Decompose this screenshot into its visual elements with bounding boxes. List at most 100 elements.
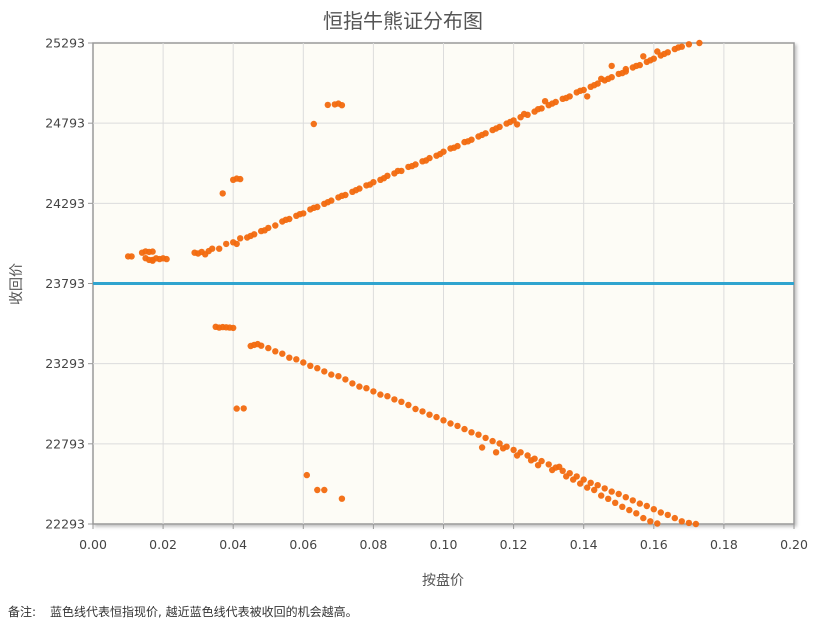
bear-data-point[interactable] <box>594 482 601 489</box>
bull-data-point[interactable] <box>584 93 591 100</box>
bull-data-point[interactable] <box>696 39 703 47</box>
bull-data-point[interactable] <box>675 44 682 51</box>
bear-data-point[interactable] <box>349 380 356 387</box>
bear-data-point[interactable] <box>391 396 398 403</box>
bear-data-point[interactable] <box>650 506 657 513</box>
bull-data-point[interactable] <box>233 240 240 248</box>
bear-data-point[interactable] <box>468 429 475 436</box>
bull-data-point[interactable] <box>366 181 374 188</box>
bear-data-point[interactable] <box>300 359 307 366</box>
bull-data-point[interactable] <box>563 94 570 102</box>
bull-data-point[interactable] <box>219 190 226 197</box>
bear-data-point[interactable] <box>615 490 622 498</box>
bear-data-point[interactable] <box>475 431 482 438</box>
bear-data-point[interactable] <box>678 518 685 525</box>
bear-data-point[interactable] <box>230 324 237 332</box>
bull-data-point[interactable] <box>506 118 514 126</box>
bear-data-point[interactable] <box>556 463 563 470</box>
bear-data-point[interactable] <box>363 385 370 392</box>
bear-data-point[interactable] <box>640 514 647 522</box>
bear-data-point[interactable] <box>633 510 640 517</box>
bear-data-point[interactable] <box>489 437 496 445</box>
bear-data-point[interactable] <box>356 383 363 390</box>
bear-data-point[interactable] <box>598 492 605 499</box>
bull-data-point[interactable] <box>216 245 223 252</box>
bear-data-point[interactable] <box>412 405 419 413</box>
bear-data-point[interactable] <box>499 445 507 452</box>
bull-data-point[interactable] <box>163 255 170 263</box>
bull-data-point[interactable] <box>272 222 279 229</box>
bear-data-point[interactable] <box>636 500 643 507</box>
bear-data-point[interactable] <box>293 356 300 363</box>
bear-data-point[interactable] <box>272 348 279 355</box>
bull-data-point[interactable] <box>685 41 693 48</box>
bear-data-point[interactable] <box>643 502 650 510</box>
bull-data-point[interactable] <box>338 192 346 199</box>
bull-data-point[interactable] <box>577 87 584 95</box>
bear-data-point[interactable] <box>342 376 349 383</box>
bear-data-point[interactable] <box>685 519 693 527</box>
bear-data-point[interactable] <box>314 365 321 372</box>
bear-data-point[interactable] <box>279 350 286 357</box>
bull-data-point[interactable] <box>247 232 254 240</box>
bull-data-point[interactable] <box>591 82 598 89</box>
bear-data-point[interactable] <box>577 480 584 487</box>
bull-data-point[interactable] <box>647 57 654 64</box>
bull-data-point[interactable] <box>209 245 216 252</box>
bear-data-point[interactable] <box>461 425 468 433</box>
bear-data-point[interactable] <box>608 488 615 495</box>
bear-data-point[interactable] <box>321 486 328 494</box>
bear-data-point[interactable] <box>527 457 535 464</box>
bull-data-point[interactable] <box>478 131 486 139</box>
bull-data-point[interactable] <box>324 101 331 109</box>
bear-data-point[interactable] <box>398 398 405 405</box>
bear-data-point[interactable] <box>377 391 384 398</box>
bull-data-point[interactable] <box>296 211 303 218</box>
bull-data-point[interactable] <box>310 204 317 211</box>
bear-data-point[interactable] <box>549 466 556 474</box>
bear-data-point[interactable] <box>591 486 598 494</box>
bull-data-point[interactable] <box>282 216 289 223</box>
bull-data-point[interactable] <box>408 162 416 170</box>
bear-data-point[interactable] <box>534 462 542 469</box>
bear-data-point[interactable] <box>454 422 461 430</box>
bear-data-point[interactable] <box>570 476 577 483</box>
bull-data-point[interactable] <box>261 227 268 234</box>
bear-data-point[interactable] <box>492 449 500 456</box>
bear-data-point[interactable] <box>510 446 517 454</box>
bull-data-point[interactable] <box>640 53 647 60</box>
bear-data-point[interactable] <box>384 393 391 400</box>
bear-data-point[interactable] <box>335 373 342 380</box>
bear-data-point[interactable] <box>605 495 612 502</box>
bear-data-point[interactable] <box>654 520 661 527</box>
bear-data-point[interactable] <box>447 420 454 427</box>
bear-data-point[interactable] <box>584 484 591 491</box>
bear-data-point[interactable] <box>626 506 633 514</box>
bear-data-point[interactable] <box>405 401 412 409</box>
bear-data-point[interactable] <box>419 408 426 415</box>
bull-data-point[interactable] <box>310 120 317 128</box>
bear-data-point[interactable] <box>233 405 240 412</box>
bull-data-point[interactable] <box>520 110 528 118</box>
bull-data-point[interactable] <box>422 157 430 164</box>
bear-data-point[interactable] <box>587 479 594 486</box>
bull-data-point[interactable] <box>223 240 230 248</box>
bull-data-point[interactable] <box>534 106 542 113</box>
bull-data-point[interactable] <box>654 48 661 55</box>
bear-data-point[interactable] <box>440 417 447 424</box>
bear-data-point[interactable] <box>370 388 377 395</box>
bear-data-point[interactable] <box>265 344 272 352</box>
bull-data-point[interactable] <box>338 102 346 109</box>
bear-data-point[interactable] <box>647 518 654 525</box>
bull-data-point[interactable] <box>541 98 549 105</box>
bear-data-point[interactable] <box>545 461 552 468</box>
bull-data-point[interactable] <box>549 100 556 107</box>
bull-data-point[interactable] <box>436 150 444 158</box>
bear-data-point[interactable] <box>619 503 626 510</box>
bear-data-point[interactable] <box>328 371 335 378</box>
bear-data-point[interactable] <box>314 486 321 494</box>
bull-data-point[interactable] <box>450 144 458 151</box>
bear-data-point[interactable] <box>629 497 636 504</box>
bull-data-point[interactable] <box>237 175 244 183</box>
bull-data-point[interactable] <box>661 50 668 58</box>
